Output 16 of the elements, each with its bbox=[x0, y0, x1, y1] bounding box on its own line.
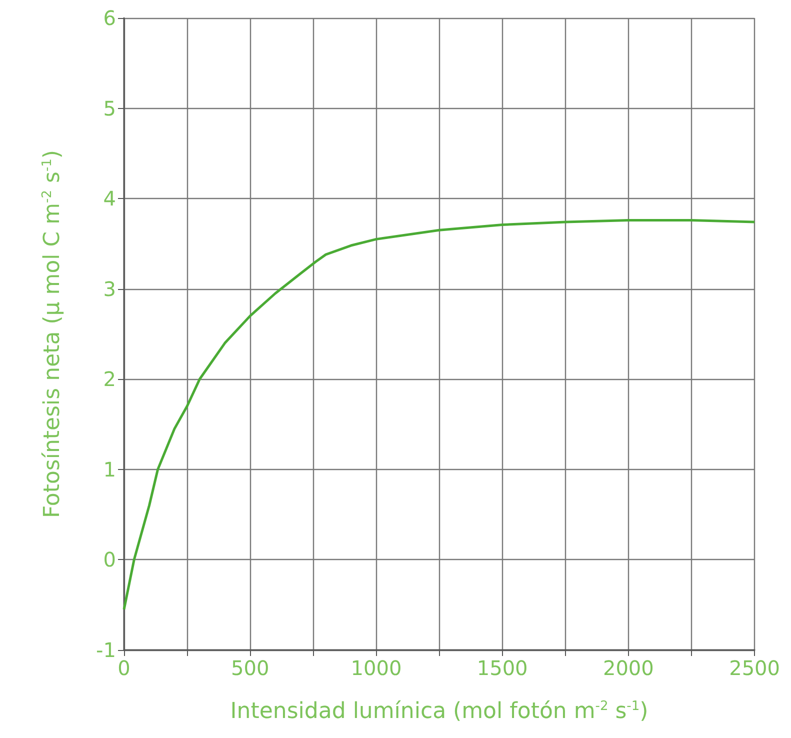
x-tick-label: 2000 bbox=[602, 656, 654, 680]
y-tick-label: 4 bbox=[103, 186, 116, 211]
y-tick-label: 6 bbox=[103, 6, 116, 30]
x-tick-label: 1000 bbox=[350, 656, 402, 680]
y-tick-label: -1 bbox=[96, 638, 116, 662]
y-axis-title: Fotosíntesis neta (µ mol C m-2 s-1) bbox=[40, 150, 65, 518]
y-tick-label: 3 bbox=[103, 276, 116, 301]
y-tick-label: 5 bbox=[103, 96, 116, 120]
line-series bbox=[122, 218, 756, 611]
y-tick-label: 0 bbox=[103, 548, 116, 572]
x-tick-label: 1500 bbox=[476, 656, 528, 680]
x-tick-label: 500 bbox=[231, 656, 270, 680]
x-tick-label: 2500 bbox=[729, 656, 780, 680]
y-tick-label: 1 bbox=[103, 457, 116, 482]
x-tick-label: 0 bbox=[118, 656, 130, 680]
y-tick-label: 2 bbox=[103, 367, 116, 392]
